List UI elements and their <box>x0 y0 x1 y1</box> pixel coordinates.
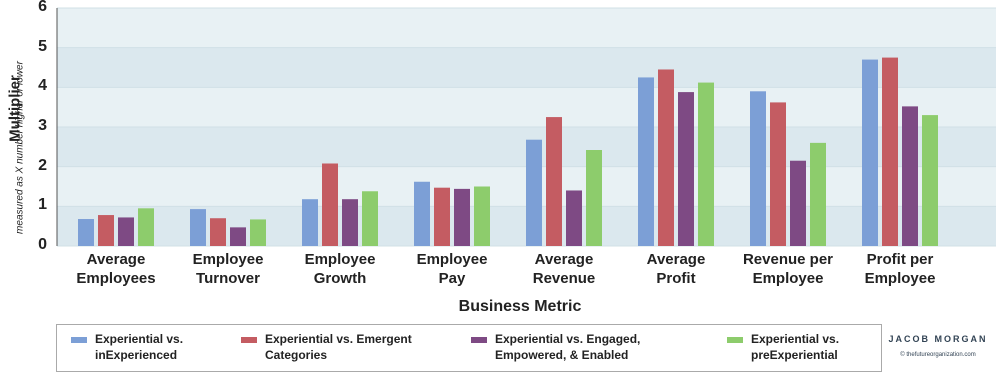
bar <box>250 219 266 246</box>
bar <box>882 57 898 247</box>
bar <box>118 217 134 246</box>
bar <box>302 199 318 246</box>
bar <box>414 181 430 246</box>
stripe <box>57 8 996 48</box>
x-tick-label: Profit per Employee <box>864 251 936 287</box>
bar <box>810 142 826 246</box>
bar <box>362 191 378 246</box>
bar <box>750 91 766 246</box>
bar <box>862 59 878 246</box>
legend-label: Experiential vs. inExperienced <box>95 332 184 362</box>
bar <box>474 186 490 246</box>
logo-url: © thefutureorganization.com <box>900 352 976 358</box>
legend-label: Experiential vs. Engaged, Empowered, & E… <box>495 332 641 362</box>
bar <box>698 82 714 246</box>
x-tick-label: Average Revenue <box>532 251 596 287</box>
bar <box>546 117 562 246</box>
y-tick-label: 0 <box>38 236 47 253</box>
legend-label: Experiential vs. Emergent Categories <box>265 332 412 362</box>
y-tick-label: 2 <box>38 156 47 174</box>
bar <box>678 92 694 247</box>
bar <box>902 106 918 246</box>
legend: Experiential vs. inExperienced Experienti… <box>56 324 882 372</box>
bar <box>566 190 582 246</box>
x-tick-label: Employee Pay <box>416 251 488 287</box>
bar <box>322 163 338 246</box>
bar <box>658 69 674 246</box>
y-tick-label: 1 <box>38 196 47 214</box>
stripe <box>57 47 996 88</box>
x-tick-label: Employee Growth <box>304 251 376 287</box>
y-tick-label: 5 <box>38 37 47 55</box>
bar <box>190 209 206 246</box>
bar <box>230 227 246 246</box>
legend-swatch <box>71 337 87 343</box>
bar <box>454 188 470 246</box>
legend-swatch <box>727 337 743 343</box>
bar <box>638 77 654 247</box>
bar <box>210 218 226 246</box>
bar <box>922 115 938 246</box>
bar <box>434 187 450 246</box>
y-tick-label: 6 <box>38 0 47 15</box>
stripe <box>57 87 996 127</box>
x-tick-label: Average Profit <box>646 251 706 287</box>
bar <box>78 219 94 246</box>
bar <box>342 199 358 246</box>
y-axis-subtitle: measured as X number higher or lower <box>14 61 26 234</box>
logo-name: JACOB MORGAN <box>888 334 988 344</box>
legend-swatch <box>241 337 257 343</box>
bar <box>770 102 786 246</box>
x-tick-label: Revenue per Employee <box>742 251 834 287</box>
legend-label: Experiential vs. preExperiential <box>751 332 840 362</box>
y-tick-label: 3 <box>38 117 47 134</box>
legend-swatch <box>471 337 487 343</box>
x-tick-label: Employee Turnover <box>192 251 264 287</box>
bar <box>98 215 114 246</box>
x-axis-title: Business Metric <box>458 298 582 315</box>
bar <box>526 139 542 246</box>
y-tick-label: 4 <box>38 77 47 95</box>
bar <box>138 208 154 246</box>
x-tick-label: Average Employees <box>76 251 156 287</box>
bar <box>790 160 806 246</box>
bar <box>586 150 602 246</box>
